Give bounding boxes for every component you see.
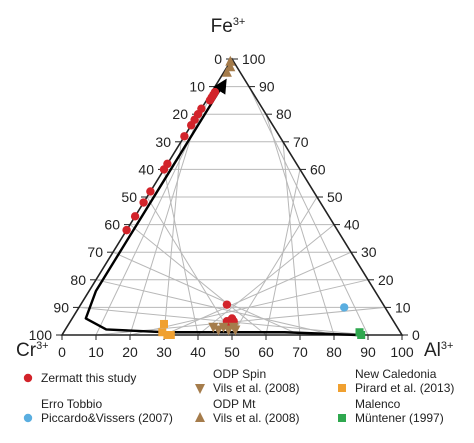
data-point	[166, 331, 175, 339]
legend-label: New Caledonia	[355, 367, 437, 381]
grid-line	[231, 196, 318, 336]
data-point	[146, 187, 155, 196]
legend-label-ref: Pirard et al. (2013)	[355, 381, 454, 395]
legend-label: Malenco	[355, 397, 401, 411]
bottom-tick-label: 80	[326, 344, 342, 360]
data-point	[180, 132, 189, 141]
data-point	[221, 66, 232, 77]
right-tick-label: 0	[412, 327, 420, 343]
data-point	[213, 325, 224, 336]
grid-line	[265, 169, 301, 336]
legend-label: Erro Tobbio	[41, 397, 102, 411]
right-tick-label: 20	[378, 272, 394, 288]
grid-line	[265, 114, 335, 336]
grid-line	[282, 141, 301, 336]
data-point	[223, 325, 234, 336]
trend-arrow	[84, 78, 358, 337]
vertex-label-top: Fe3+	[211, 16, 246, 37]
legend-marker	[195, 384, 205, 394]
right-tick-label: 60	[310, 161, 326, 177]
data-point	[218, 322, 229, 333]
grid-line	[129, 224, 267, 336]
right-tick-label: 80	[276, 106, 292, 122]
legend-marker	[338, 414, 346, 422]
grid-line	[248, 86, 369, 336]
grid-line	[112, 251, 301, 336]
left-tick-label: 10	[189, 79, 205, 95]
data-point	[208, 322, 219, 333]
bottom-tick-label: 20	[122, 344, 138, 360]
legend-label-ref: Müntener (1997)	[355, 411, 444, 425]
grid-lines	[78, 86, 386, 336]
bottom-tick-label: 100	[390, 344, 414, 360]
vertex-label-left: Cr3+	[16, 340, 49, 361]
legend-label: ODP Mt	[213, 397, 256, 411]
data-point	[187, 121, 196, 130]
left-tick-label: 60	[104, 217, 120, 233]
left-tick-label: 100	[29, 327, 53, 343]
grid-line	[95, 279, 335, 336]
legend-marker	[23, 373, 33, 383]
data-point	[222, 300, 232, 309]
left-tick-label: 40	[138, 161, 154, 177]
left-tick-label: 50	[121, 189, 137, 205]
bottom-tick-label: 10	[88, 344, 104, 360]
data-points	[122, 55, 366, 339]
left-tick-label: 30	[155, 134, 171, 150]
data-point	[340, 303, 349, 312]
data-point	[159, 165, 169, 174]
bottom-tick-label: 90	[360, 344, 376, 360]
legend-marker	[195, 412, 205, 422]
data-point	[225, 55, 236, 66]
legend-marker	[23, 413, 33, 423]
legend-label: Zermatt this study	[41, 371, 136, 385]
data-point	[160, 319, 168, 328]
left-tick-label: 80	[70, 272, 86, 288]
left-tick-label: 0	[214, 51, 222, 67]
bottom-tick-label: 30	[156, 344, 172, 360]
data-point	[130, 212, 140, 221]
right-tick-label: 90	[259, 79, 275, 95]
left-tick-label: 90	[53, 299, 69, 315]
data-point	[122, 225, 131, 235]
right-tick-label: 10	[395, 299, 411, 315]
legend-label-ref: Vils et al. (2008)	[213, 411, 300, 425]
bottom-tick-label: 50	[224, 344, 240, 360]
left-tick-label: 70	[87, 244, 103, 260]
grid-line	[146, 196, 233, 336]
data-point	[139, 198, 148, 207]
data-point	[355, 328, 364, 337]
bottom-tick-label: 70	[292, 344, 308, 360]
data-point	[230, 325, 241, 336]
right-tick-label: 40	[344, 217, 360, 233]
left-tick-label: 20	[172, 106, 188, 122]
right-tick-label: 70	[293, 134, 309, 150]
legend-label: ODP Spin	[213, 367, 266, 381]
bottom-tick-label: 0	[58, 344, 66, 360]
legend-label-ref: Piccardo&Vissers (2007)	[41, 411, 173, 425]
right-tick-label: 100	[242, 51, 266, 67]
vertex-label-right: Al3+	[424, 340, 453, 361]
legend-label-ref: Vils et al. (2008)	[213, 381, 300, 395]
right-tick-label: 50	[327, 189, 343, 205]
legend-marker	[338, 384, 346, 392]
right-tick-label: 30	[361, 244, 377, 260]
data-point	[205, 96, 215, 105]
bottom-tick-label: 60	[258, 344, 274, 360]
data-point	[158, 328, 167, 337]
bottom-tick-label: 40	[190, 344, 206, 360]
